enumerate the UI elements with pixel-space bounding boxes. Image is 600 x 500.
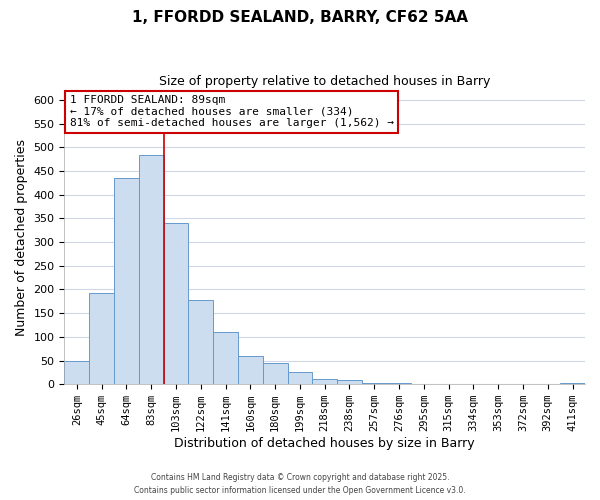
- Bar: [213, 332, 238, 384]
- Title: Size of property relative to detached houses in Barry: Size of property relative to detached ho…: [159, 75, 490, 88]
- X-axis label: Distribution of detached houses by size in Barry: Distribution of detached houses by size …: [175, 437, 475, 450]
- Text: 1, FFORDD SEALAND, BARRY, CF62 5AA: 1, FFORDD SEALAND, BARRY, CF62 5AA: [132, 10, 468, 25]
- Bar: [263, 364, 287, 384]
- Bar: [64, 360, 89, 384]
- Bar: [362, 383, 386, 384]
- Text: Contains HM Land Registry data © Crown copyright and database right 2025.
Contai: Contains HM Land Registry data © Crown c…: [134, 474, 466, 495]
- Bar: [114, 178, 139, 384]
- Bar: [89, 294, 114, 384]
- Bar: [188, 300, 213, 384]
- Bar: [164, 223, 188, 384]
- Bar: [238, 356, 263, 384]
- Bar: [139, 155, 164, 384]
- Text: 1 FFORDD SEALAND: 89sqm
← 17% of detached houses are smaller (334)
81% of semi-d: 1 FFORDD SEALAND: 89sqm ← 17% of detache…: [70, 95, 394, 128]
- Bar: [313, 380, 337, 384]
- Bar: [337, 380, 362, 384]
- Bar: [287, 372, 313, 384]
- Y-axis label: Number of detached properties: Number of detached properties: [15, 139, 28, 336]
